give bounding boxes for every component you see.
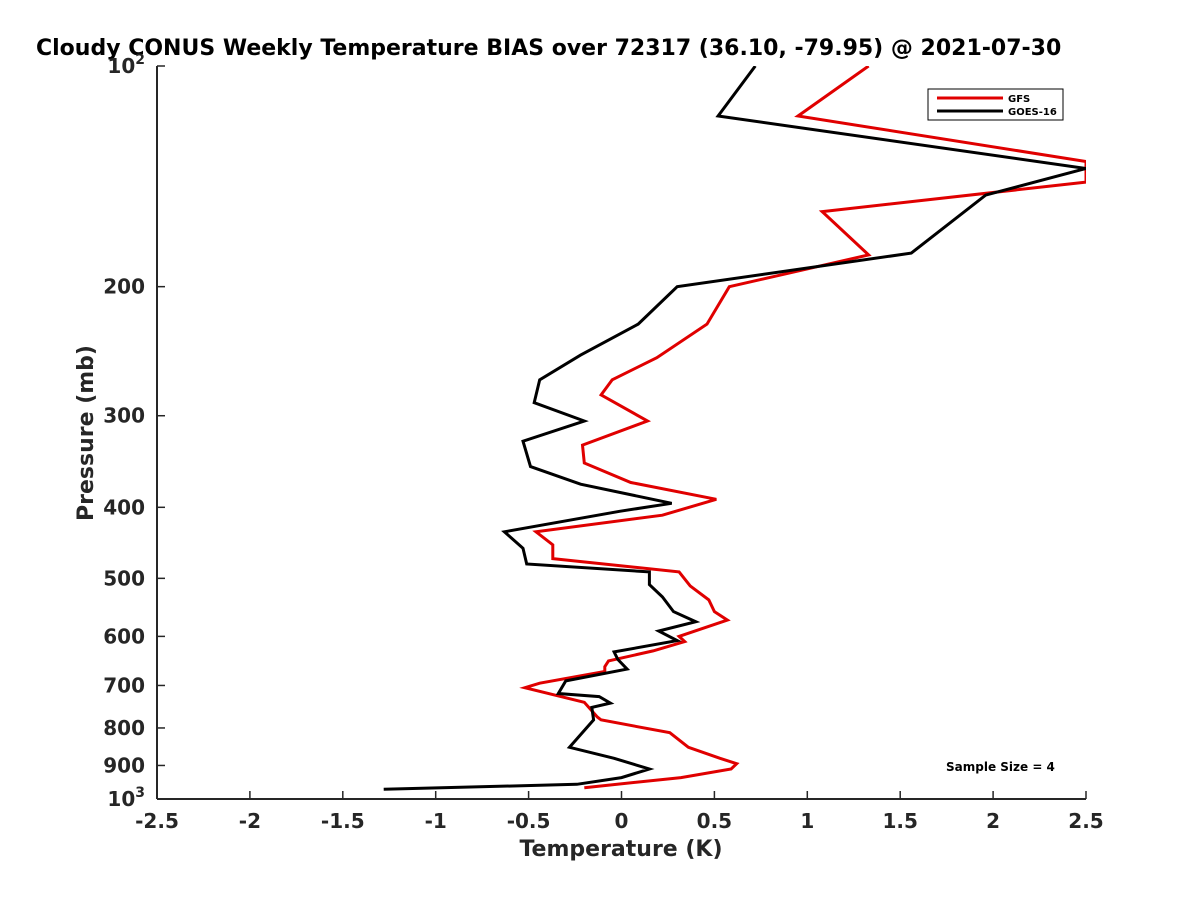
chart-title: Cloudy CONUS Weekly Temperature BIAS ove… (36, 36, 1061, 61)
x-tick-label: 1 (800, 809, 814, 833)
x-tick-label: 2.5 (1068, 809, 1103, 833)
x-tick-label: -2 (239, 809, 261, 833)
x-ticks: -2.5 -2 -1.5 -1 -0.5 0 0.5 1 1.5 2 2.5 (135, 791, 1104, 833)
x-tick-label: 1.5 (882, 809, 917, 833)
legend-box (927, 88, 1064, 121)
y-tick-label: 600 (103, 624, 145, 648)
x-axis-label: Temperature (K) (519, 837, 722, 862)
y-tick-label: 500 (103, 566, 145, 590)
y-tick-label: 800 (103, 716, 145, 740)
series-line-goes-16 (383, 66, 1086, 791)
y-tick-label: 900 (103, 753, 145, 777)
x-tick-label: 0.5 (697, 809, 732, 833)
plot-background (157, 66, 1086, 799)
series-layer (383, 66, 1086, 791)
legend-label: GOES-16 (1008, 107, 1057, 118)
x-tick-label: 0 (615, 809, 629, 833)
y-tick-label: 102 (107, 52, 145, 78)
y-tick-label: 400 (103, 495, 145, 519)
y-ticks: 102 200 300 400 500 600 700 800 900 103 (103, 52, 165, 811)
y-tick-label: 700 (103, 673, 145, 697)
y-tick-label: 200 (103, 275, 145, 299)
series-line-gfs (519, 66, 1086, 790)
legend-label: GFS (1008, 94, 1030, 105)
x-tick-label: -2.5 (135, 809, 179, 833)
x-tick-label: -1.5 (321, 809, 365, 833)
x-tick-label: -1 (425, 809, 447, 833)
y-tick-label: 103 (107, 785, 145, 811)
x-tick-label: 2 (986, 809, 1000, 833)
legend: GFS GOES-16 (927, 88, 1064, 121)
y-axis-label: Pressure (mb) (74, 345, 99, 521)
y-tick-label: 300 (103, 404, 145, 428)
sample-size-annotation: Sample Size = 4 (946, 760, 1055, 774)
x-tick-label: -0.5 (507, 809, 551, 833)
